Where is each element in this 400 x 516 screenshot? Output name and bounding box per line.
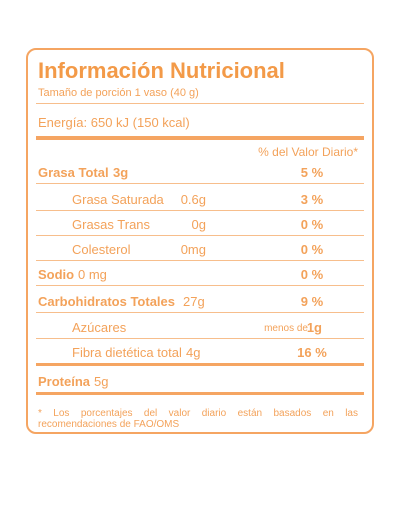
dv-prefix: menos de — [264, 323, 308, 334]
title: Información Nutricional — [38, 58, 285, 83]
divider — [36, 312, 364, 313]
divider — [36, 285, 364, 286]
row-name: Grasa Saturada — [72, 192, 164, 207]
row-amount: 3g — [113, 165, 129, 180]
row-dv: 0 % — [300, 242, 324, 257]
row-amount: 0 mg — [78, 267, 107, 282]
row-name: Grasa Total — [38, 165, 109, 180]
divider — [36, 260, 364, 261]
nutrition-label: Información Nutricional Tamaño de porció… — [26, 48, 374, 434]
row-dv: 9 % — [300, 294, 324, 309]
divider — [36, 183, 364, 184]
footnote: * Los porcentajes del valor diario están… — [38, 408, 358, 430]
row-amount: 5g — [94, 374, 109, 389]
dv-header: % del Valor Diario* — [258, 145, 358, 159]
row-amount: 0.6g — [180, 192, 206, 207]
divider — [36, 103, 364, 104]
serving: Tamaño de porción 1 vaso (40 g) — [38, 87, 199, 99]
row-dv: 0 % — [300, 267, 324, 282]
row-name: Proteína — [38, 374, 91, 389]
row-amount: 0g — [191, 217, 206, 232]
divider — [36, 235, 364, 236]
row-name: Grasas Trans — [72, 217, 151, 232]
row-amount: 4g — [186, 345, 201, 360]
energy: Energía: 650 kJ (150 kcal) — [38, 115, 190, 130]
row-dv: 1g — [306, 320, 322, 335]
row-name: Colesterol — [72, 242, 131, 257]
row-name: Fibra dietética total — [72, 345, 182, 360]
thick-divider — [36, 136, 364, 140]
row-name: Sodio — [38, 267, 75, 282]
row-amount: 0mg — [180, 242, 206, 257]
divider — [36, 210, 364, 211]
row-dv: 3 % — [300, 192, 324, 207]
row-dv: 5 % — [300, 165, 324, 180]
row-amount: 27g — [183, 294, 205, 309]
row-dv: 0 % — [300, 217, 324, 232]
row-name: Carbohidratos Totales — [38, 294, 176, 309]
row-dv: 16 % — [297, 345, 327, 360]
divider — [36, 338, 364, 339]
row-name: Azúcares — [72, 320, 127, 335]
divider — [36, 363, 364, 366]
thick-divider — [36, 392, 364, 395]
